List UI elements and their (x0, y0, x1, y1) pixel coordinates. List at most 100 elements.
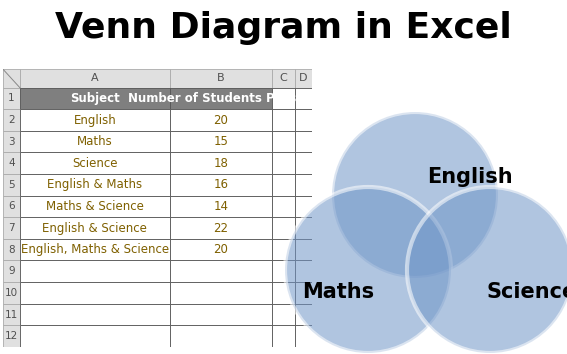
Bar (295, 325, 312, 347)
Bar (3, 325, 20, 347)
Text: Maths: Maths (77, 135, 113, 148)
Text: 14: 14 (213, 200, 228, 213)
Bar (272, 174, 295, 196)
Text: English & Maths: English & Maths (47, 178, 142, 192)
Bar (170, 217, 272, 239)
Text: 1: 1 (8, 93, 15, 103)
Text: English & Science: English & Science (43, 222, 147, 235)
Text: 4: 4 (8, 158, 15, 168)
Bar (170, 261, 272, 282)
Bar (295, 217, 312, 239)
Bar (3, 261, 20, 282)
Text: A: A (91, 73, 99, 83)
Text: 9: 9 (8, 266, 15, 276)
Bar (170, 325, 272, 347)
Bar (3, 69, 20, 88)
Bar (3, 109, 20, 131)
Bar (20, 174, 170, 196)
Bar (170, 239, 272, 261)
Bar (3, 174, 20, 196)
Text: B: B (217, 73, 225, 83)
Bar (20, 239, 170, 261)
Bar (20, 88, 170, 109)
Text: Number of Students Passed: Number of Students Passed (128, 92, 313, 105)
Bar (295, 282, 312, 304)
Text: Subject: Subject (70, 92, 120, 105)
Bar (295, 88, 312, 109)
Bar (295, 196, 312, 217)
Bar (272, 109, 295, 131)
Text: 10: 10 (5, 288, 18, 298)
Text: 22: 22 (213, 222, 228, 235)
Bar (20, 282, 170, 304)
Text: Maths: Maths (302, 282, 374, 302)
Text: D: D (299, 73, 308, 83)
Bar (20, 217, 170, 239)
Text: 2: 2 (8, 115, 15, 125)
Bar (20, 261, 170, 282)
Bar (272, 217, 295, 239)
Bar (3, 282, 20, 304)
Bar (272, 69, 295, 88)
Text: English, Maths & Science: English, Maths & Science (21, 243, 169, 256)
Bar (3, 304, 20, 325)
Bar (295, 261, 312, 282)
Bar (3, 131, 20, 153)
Bar (170, 196, 272, 217)
Bar (295, 109, 312, 131)
Text: Science: Science (72, 157, 117, 170)
Bar (20, 196, 170, 217)
Bar (272, 88, 295, 109)
Text: 3: 3 (8, 137, 15, 147)
Bar (170, 131, 272, 153)
Text: 11: 11 (5, 309, 18, 320)
Bar (170, 174, 272, 196)
Bar (3, 217, 20, 239)
Bar (295, 153, 312, 174)
Text: 6: 6 (8, 201, 15, 211)
Bar (295, 69, 312, 88)
Bar (295, 239, 312, 261)
Bar (3, 196, 20, 217)
Bar (170, 88, 272, 109)
Bar (3, 239, 20, 261)
Bar (20, 153, 170, 174)
Bar (170, 282, 272, 304)
Bar (20, 131, 170, 153)
Text: 8: 8 (8, 245, 15, 255)
Bar (272, 282, 295, 304)
Bar (272, 239, 295, 261)
Bar (272, 153, 295, 174)
Bar (20, 69, 170, 88)
Text: Maths & Science: Maths & Science (46, 200, 143, 213)
Bar (170, 153, 272, 174)
Circle shape (332, 112, 498, 278)
Bar (170, 69, 272, 88)
Text: English: English (73, 114, 116, 127)
Text: Venn Diagram in Excel: Venn Diagram in Excel (55, 11, 512, 45)
Circle shape (285, 187, 451, 353)
Circle shape (407, 187, 567, 353)
Text: 15: 15 (213, 135, 228, 148)
Bar (20, 325, 170, 347)
Text: 12: 12 (5, 331, 18, 341)
Text: Science: Science (487, 282, 567, 302)
Text: English: English (427, 167, 513, 187)
Bar (3, 88, 20, 109)
Bar (20, 304, 170, 325)
Bar (170, 304, 272, 325)
Bar (272, 304, 295, 325)
Bar (272, 131, 295, 153)
Bar (272, 196, 295, 217)
Text: 5: 5 (8, 180, 15, 190)
Bar (272, 261, 295, 282)
Bar (3, 153, 20, 174)
Text: 7: 7 (8, 223, 15, 233)
Text: 20: 20 (213, 114, 228, 127)
Bar (295, 304, 312, 325)
Text: C: C (280, 73, 287, 83)
Bar (20, 109, 170, 131)
Text: 18: 18 (213, 157, 228, 170)
Bar (295, 174, 312, 196)
Text: 16: 16 (213, 178, 228, 192)
